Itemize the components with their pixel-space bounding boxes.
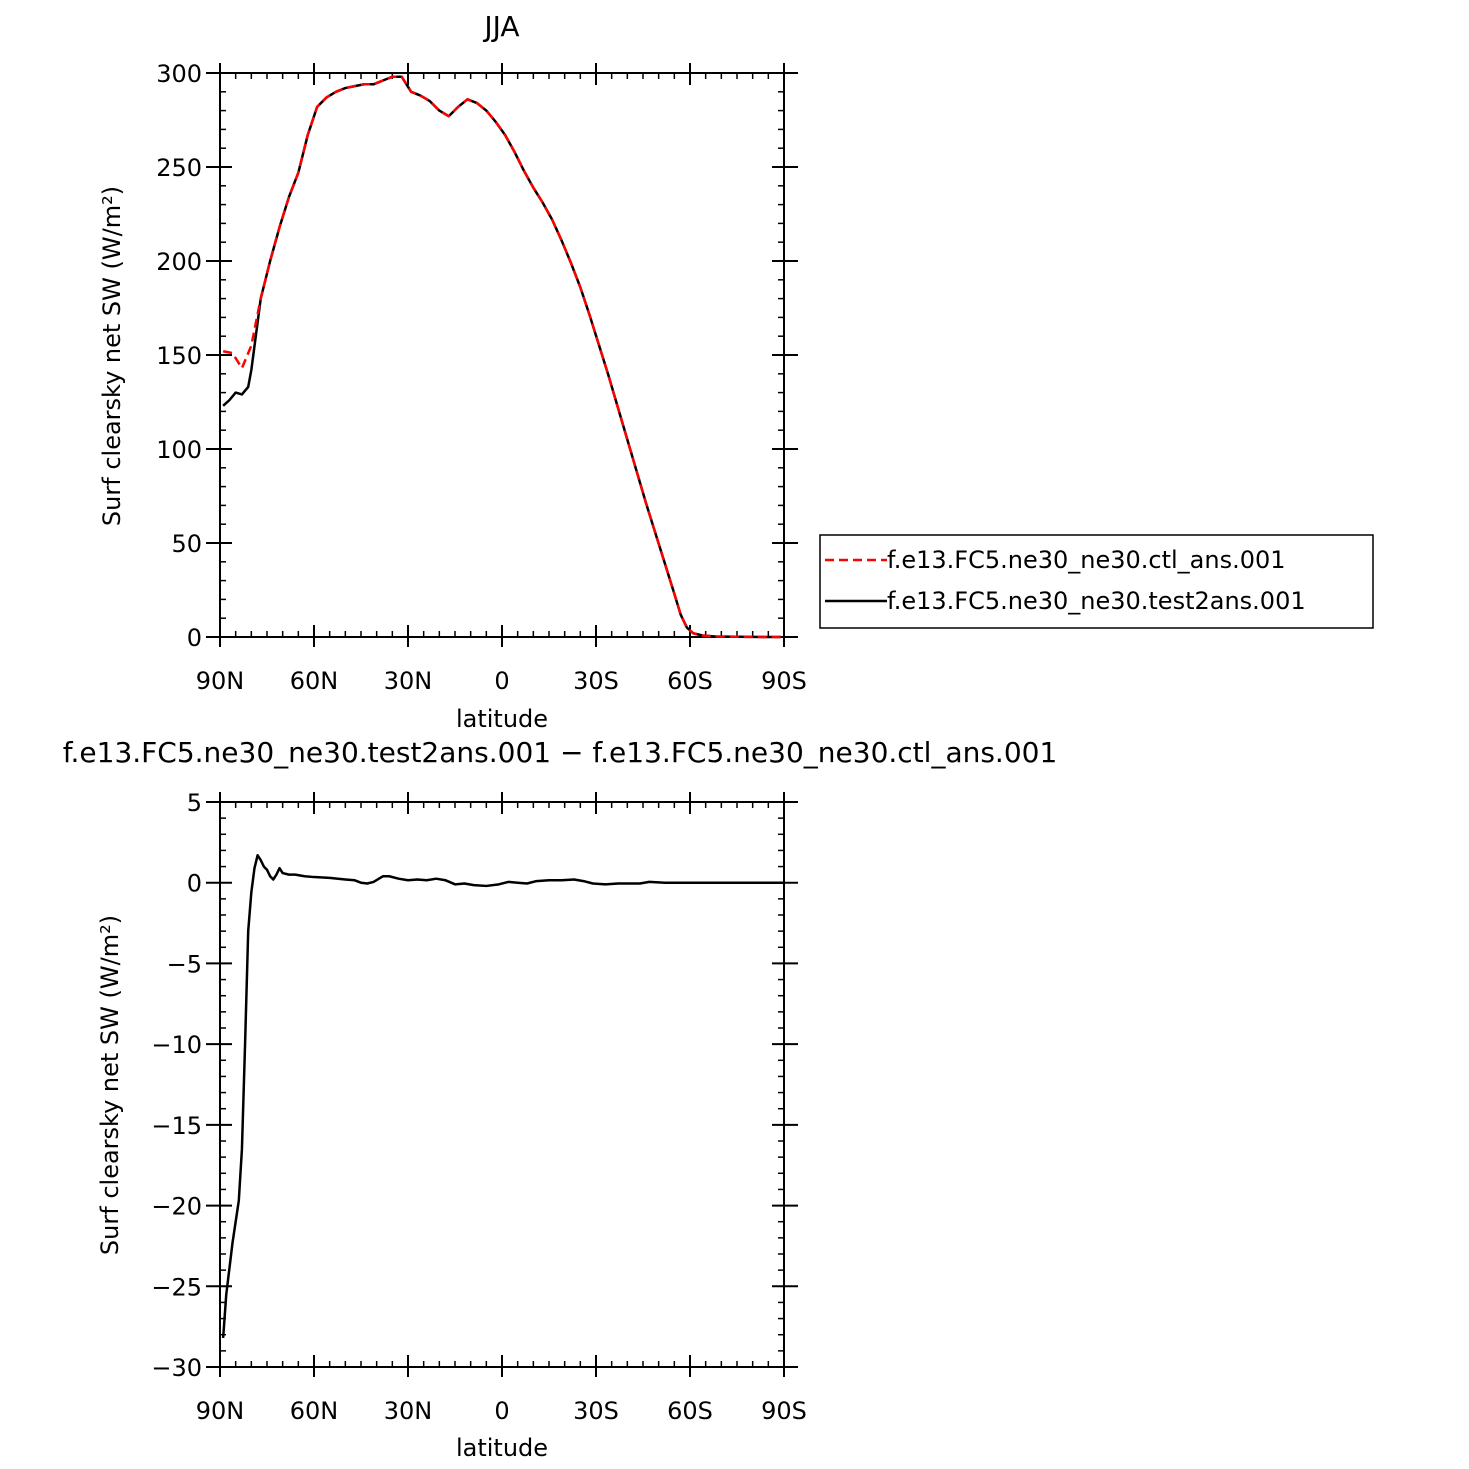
legend-label-ctl: f.e13.FC5.ne30_ne30.ctl_ans.001 — [887, 546, 1286, 574]
bottom-x-tick-label: 0 — [494, 1397, 509, 1425]
top-panel-y-axis-title: Surf clearsky net SW (W/m²) — [98, 186, 126, 526]
bottom-y-tick-label: −5 — [167, 950, 202, 978]
top-x-tick-label: 90S — [761, 667, 807, 695]
bottom-x-tick-label: 30N — [384, 1397, 433, 1425]
top-x-tick-label: 60S — [667, 667, 713, 695]
top-series-line-0 — [222, 75, 781, 639]
top-y-tick-label: 300 — [156, 60, 202, 88]
top-y-tick-label: 150 — [156, 342, 202, 370]
bottom-panel: f.e13.FC5.ne30_ne30.test2ans.001 − f.e13… — [63, 736, 1058, 1462]
bottom-y-tick-label: −20 — [151, 1193, 202, 1221]
legend: f.e13.FC5.ne30_ne30.ctl_ans.001 f.e13.FC… — [819, 534, 1374, 629]
top-y-tick-label: 50 — [171, 530, 202, 558]
bottom-frame — [219, 801, 785, 1368]
top-y-tick-label: 100 — [156, 436, 202, 464]
bottom-plot-area: 90N 60N 30N 0 30S 60S 90S 5 0 −5 −10 −15 −20 −25 −30 — [151, 789, 807, 1425]
bottom-y-tick-label: −30 — [151, 1354, 202, 1382]
bottom-x-tick-label: 60N — [290, 1397, 339, 1425]
legend-label-test: f.e13.FC5.ne30_ne30.test2ans.001 — [887, 587, 1306, 615]
top-y-tick-label: 200 — [156, 248, 202, 276]
bottom-x-tick-label: 60S — [667, 1397, 713, 1425]
bottom-series-line-0 — [221, 854, 784, 1339]
top-y-tick-label: 0 — [187, 624, 202, 652]
bottom-panel-title: f.e13.FC5.ne30_ne30.test2ans.001 − f.e13… — [63, 736, 1058, 769]
bottom-x-tick-label: 30S — [573, 1397, 619, 1425]
bottom-y-tick-label: 0 — [187, 870, 202, 898]
top-series-line-1 — [222, 75, 781, 639]
top-x-tick-label: 30S — [573, 667, 619, 695]
top-panel-title: JJA — [482, 10, 519, 43]
bottom-y-tick-label: −10 — [151, 1031, 202, 1059]
top-y-tick-label: 250 — [156, 154, 202, 182]
bottom-y-tick-label: −15 — [151, 1112, 202, 1140]
top-frame — [219, 72, 785, 638]
legend-box — [819, 534, 1374, 629]
top-x-tick-label: 30N — [384, 667, 433, 695]
top-panel: JJA 90N 60N 30N 0 30S 60S 90S 0 50 100 150 200 250 30… — [98, 10, 807, 733]
top-panel-x-axis-title: latitude — [456, 705, 548, 733]
top-x-tick-label: 60N — [290, 667, 339, 695]
bottom-y-tick-label: 5 — [187, 789, 202, 817]
bottom-panel-y-axis-title: Surf clearsky net SW (W/m²) — [96, 915, 124, 1255]
top-plot-area: 90N 60N 30N 0 30S 60S 90S 0 50 100 150 200 250 300 — [156, 60, 807, 695]
bottom-x-tick-label: 90S — [761, 1397, 807, 1425]
top-x-tick-label: 90N — [196, 667, 245, 695]
bottom-y-tick-label: −25 — [151, 1273, 202, 1301]
bottom-x-tick-label: 90N — [196, 1397, 245, 1425]
top-x-tick-label: 0 — [494, 667, 509, 695]
bottom-panel-x-axis-title: latitude — [456, 1434, 548, 1462]
